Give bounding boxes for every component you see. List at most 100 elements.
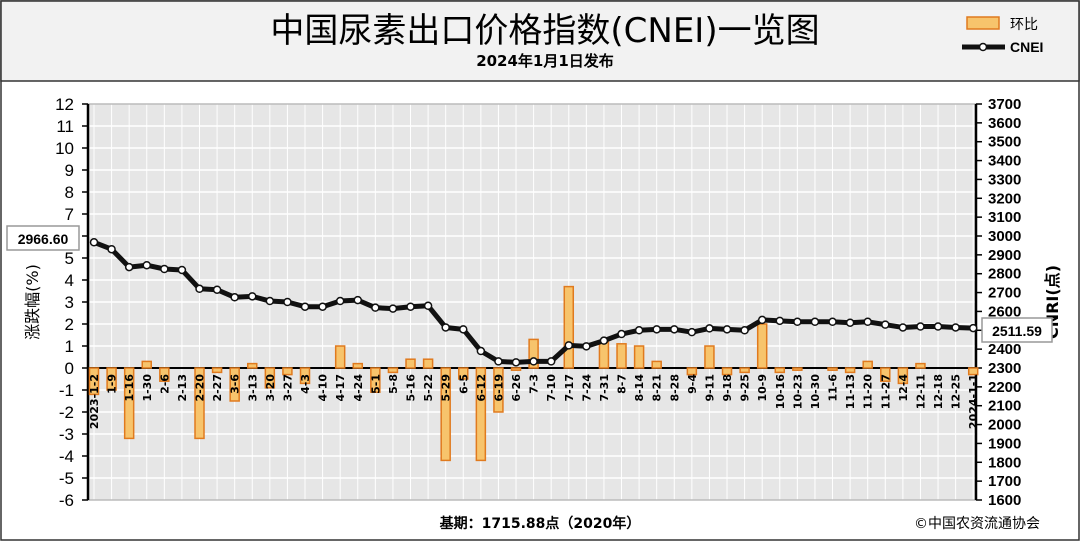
legend-bar-swatch xyxy=(966,16,1000,30)
left-tick-label: 1 xyxy=(65,337,74,356)
x-tick-label: 1-30 xyxy=(141,374,154,402)
bar xyxy=(159,367,170,382)
left-tick-label: -1 xyxy=(59,381,74,400)
left-tick-label: 9 xyxy=(65,161,74,180)
x-tick-label: 8-7 xyxy=(616,374,629,394)
x-tick-label: 3-20 xyxy=(264,374,277,402)
right-tick-label: 1600 xyxy=(988,492,1021,509)
x-tick-label: 5-1 xyxy=(369,374,382,394)
cnei-point xyxy=(652,325,661,334)
legend-line-label: CNEI xyxy=(1010,39,1043,55)
bar xyxy=(247,362,258,369)
x-tick-label: 3-27 xyxy=(281,374,294,402)
legend-line-marker xyxy=(978,42,988,52)
cnei-point xyxy=(423,301,433,311)
x-tick-label: 7-17 xyxy=(563,374,576,402)
x-tick-label: 4-24 xyxy=(352,374,365,402)
x-tick-label: 5-8 xyxy=(387,374,400,394)
x-tick-label: 10-9 xyxy=(756,374,769,402)
bar xyxy=(387,367,399,374)
right-tick-label: 1900 xyxy=(988,435,1021,452)
gridlines xyxy=(87,103,977,501)
x-tick-label: 11-13 xyxy=(844,374,857,409)
end-value-callout: 2511.59 xyxy=(981,317,1053,343)
cnei-point xyxy=(107,244,116,254)
bar xyxy=(862,360,873,369)
bar xyxy=(792,367,803,371)
left-tick-label: 11 xyxy=(56,117,74,136)
cnei-point xyxy=(212,285,222,294)
bar xyxy=(774,367,786,374)
right-tick-label: 1700 xyxy=(988,473,1021,490)
left-tick-label: 0 xyxy=(65,359,74,378)
start-value-label: 2966.60 xyxy=(18,231,69,247)
cnei-point xyxy=(722,325,732,334)
left-tick-label: 3 xyxy=(65,293,74,312)
x-tick-label: 4-10 xyxy=(317,374,330,402)
bar xyxy=(633,345,645,369)
footer-base: 基期：1715.88点（2020年） xyxy=(440,515,641,532)
x-tick-labels: 2023-1-2 1-9 1-16 1-30 2-6 2-13 2-20 2-27 3-6 3-1… xyxy=(88,374,980,429)
bar xyxy=(739,367,750,374)
bar xyxy=(756,323,768,369)
bar xyxy=(422,358,434,369)
cnei-point xyxy=(406,302,415,311)
cnei-point xyxy=(740,326,749,335)
chart-title: 中国尿素出口价格指数(CNEI)一览图 xyxy=(270,11,819,51)
right-tick-label: 3200 xyxy=(988,190,1021,207)
legend-bar-label: 环比 xyxy=(1010,17,1038,33)
bar xyxy=(704,345,715,369)
bar xyxy=(211,367,223,374)
legend: 环比 CNEI xyxy=(962,16,1043,55)
x-tick-label: 7-24 xyxy=(580,374,593,402)
x-tick-label: 6-19 xyxy=(492,374,505,402)
left-tick-label: -2 xyxy=(59,403,74,422)
right-tick-label: 2200 xyxy=(988,379,1021,396)
x-tick-label: 10-23 xyxy=(791,374,804,409)
x-tick-label: 2024-1-1 xyxy=(967,374,980,429)
right-tick-label: 2700 xyxy=(988,285,1021,302)
cnei-point xyxy=(793,317,802,327)
x-tick-label: 6-12 xyxy=(475,374,488,402)
bar xyxy=(563,285,575,369)
cnei-point xyxy=(511,358,521,367)
cnei-point xyxy=(248,292,257,301)
cnei-point xyxy=(160,264,169,274)
right-tick-label: 3500 xyxy=(988,134,1021,151)
cnei-point xyxy=(353,295,363,305)
x-tick-label: 10-30 xyxy=(809,374,822,410)
x-tick-label: 9-11 xyxy=(703,374,716,402)
right-tick-label: 1800 xyxy=(988,454,1021,471)
left-tick-label: -4 xyxy=(59,447,74,466)
cnei-point xyxy=(494,357,503,366)
end-value-label: 2511.59 xyxy=(992,323,1042,339)
bar xyxy=(282,367,293,376)
bar xyxy=(897,367,909,385)
bar xyxy=(475,367,487,462)
cnei-point xyxy=(881,320,890,329)
x-tick-label: 4-17 xyxy=(334,374,347,402)
bar xyxy=(123,367,135,440)
right-tick-label: 2300 xyxy=(988,360,1021,377)
cnei-point xyxy=(916,322,925,331)
chart-subtitle: 2024年1月1日发布 xyxy=(476,52,614,70)
x-tick-label: 12-25 xyxy=(950,374,963,409)
bar xyxy=(264,367,276,389)
right-tick-label: 2400 xyxy=(988,341,1021,358)
x-tick-label: 2-20 xyxy=(194,374,207,402)
left-tick-label: -6 xyxy=(59,491,74,510)
bar xyxy=(194,367,205,440)
x-tick-label: 11-20 xyxy=(862,374,875,410)
cnei-point xyxy=(459,325,468,334)
x-tick-label: 9-4 xyxy=(686,374,699,394)
bar xyxy=(880,367,891,382)
cnei-point xyxy=(546,357,556,366)
left-tick-label: 12 xyxy=(55,95,74,114)
cnei-point xyxy=(828,317,837,327)
x-tick-label: 7-31 xyxy=(598,374,611,402)
cnei-point xyxy=(300,302,310,311)
bar xyxy=(334,345,346,369)
bar xyxy=(458,367,469,380)
